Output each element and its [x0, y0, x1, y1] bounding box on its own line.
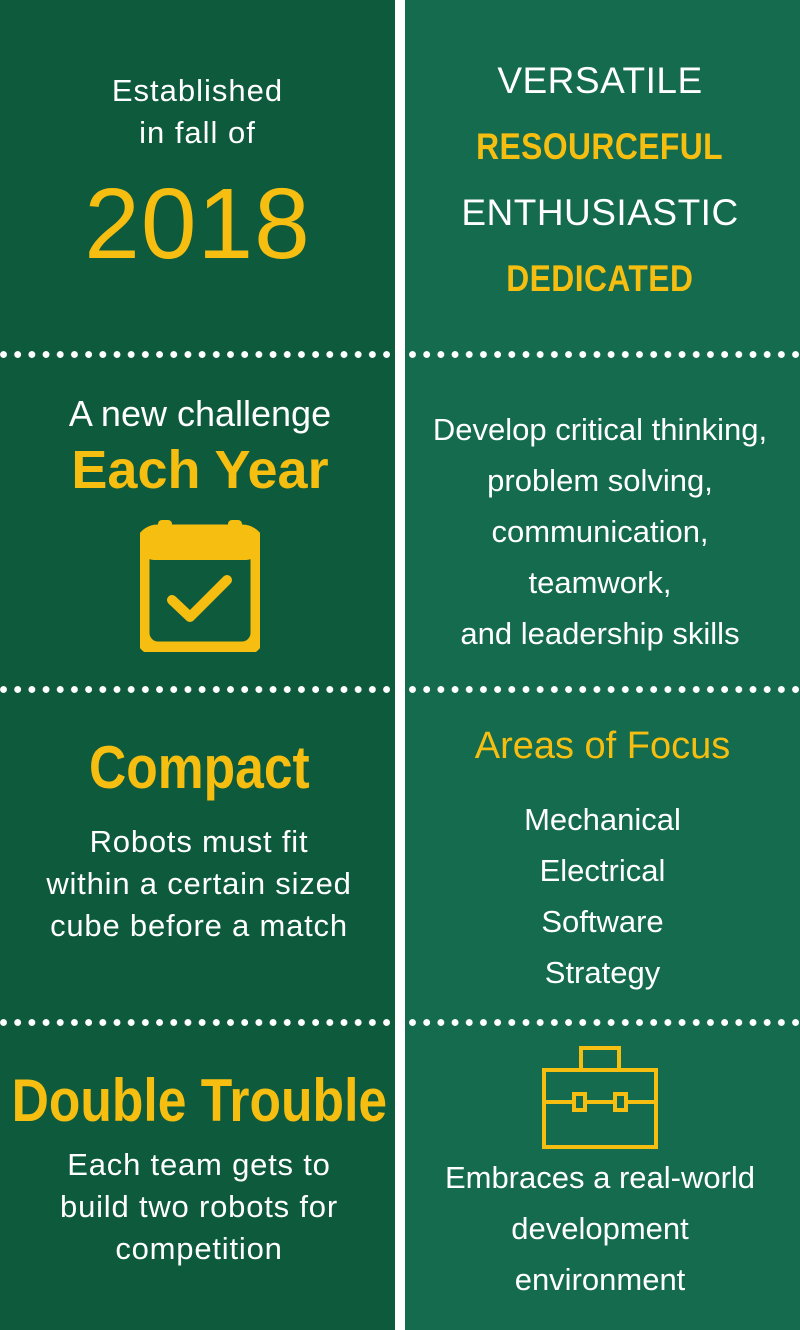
double-trouble-line-2: build two robots for: [60, 1189, 338, 1224]
left-column: [0, 0, 395, 1330]
divider-right-3: [409, 1019, 800, 1026]
right-column: [405, 0, 800, 1330]
compact-panel: Compact Robots must fit within a certain…: [0, 733, 398, 963]
trait-versatile: VERSATILE: [497, 60, 703, 101]
focus-title: Areas of Focus: [474, 725, 731, 767]
skills-panel: Develop critical thinking, problem solvi…: [405, 404, 795, 664]
established-panel: Established in fall of 2018: [0, 70, 395, 300]
skills-line-2: problem solving,: [487, 463, 713, 498]
traits-panel: VERSATILE RESOURCEFUL ENTHUSIASTIC DEDIC…: [405, 48, 795, 314]
focus-item-electrical: Electrical: [539, 853, 666, 888]
skills-line-3: communication,: [491, 514, 709, 549]
double-trouble-title: Double Trouble: [11, 1067, 387, 1134]
trait-enthusiastic: ENTHUSIASTIC: [461, 192, 739, 233]
trait-resourceful: RESOURCEFUL: [476, 126, 724, 167]
environment-line-2: development: [511, 1211, 689, 1246]
skills-line-5: and leadership skills: [460, 616, 740, 651]
double-trouble-line-1: Each team gets to: [67, 1147, 331, 1182]
environment-panel: Embraces a real-world development enviro…: [405, 1046, 795, 1306]
divider-left-1: [0, 351, 395, 358]
compact-line-2: within a certain sized: [46, 866, 352, 901]
divider-left-2: [0, 686, 395, 693]
focus-item-strategy: Strategy: [544, 955, 661, 990]
established-year: 2018: [84, 168, 311, 280]
divider-right-2: [409, 686, 800, 693]
compact-title: Compact: [88, 734, 310, 801]
challenge-panel: A new challenge Each Year: [0, 390, 400, 665]
divider-left-3: [0, 1019, 395, 1026]
divider-right-1: [409, 351, 800, 358]
double-trouble-line-3: competition: [115, 1231, 283, 1266]
established-line-2: in fall of: [139, 115, 256, 150]
double-trouble-panel: Double Trouble Each team gets to build t…: [0, 1066, 398, 1286]
calendar-check-icon: [140, 520, 260, 652]
compact-line-3: cube before a match: [50, 908, 348, 943]
focus-item-software: Software: [541, 904, 664, 939]
toolbox-icon: [542, 1046, 658, 1149]
skills-line-4: teamwork,: [528, 565, 672, 600]
challenge-line: A new challenge: [68, 393, 332, 434]
focus-item-mechanical: Mechanical: [524, 802, 681, 837]
environment-line-3: environment: [514, 1262, 686, 1297]
compact-line-1: Robots must fit: [89, 824, 309, 859]
environment-line-1: Embraces a real-world: [444, 1160, 756, 1195]
established-line-1: Established: [111, 73, 284, 108]
skills-line-1: Develop critical thinking,: [432, 412, 768, 447]
challenge-highlight: Each Year: [71, 440, 329, 500]
trait-dedicated: DEDICATED: [506, 258, 694, 299]
focus-panel: Areas of Focus Mechanical Electrical Sof…: [405, 722, 800, 1002]
